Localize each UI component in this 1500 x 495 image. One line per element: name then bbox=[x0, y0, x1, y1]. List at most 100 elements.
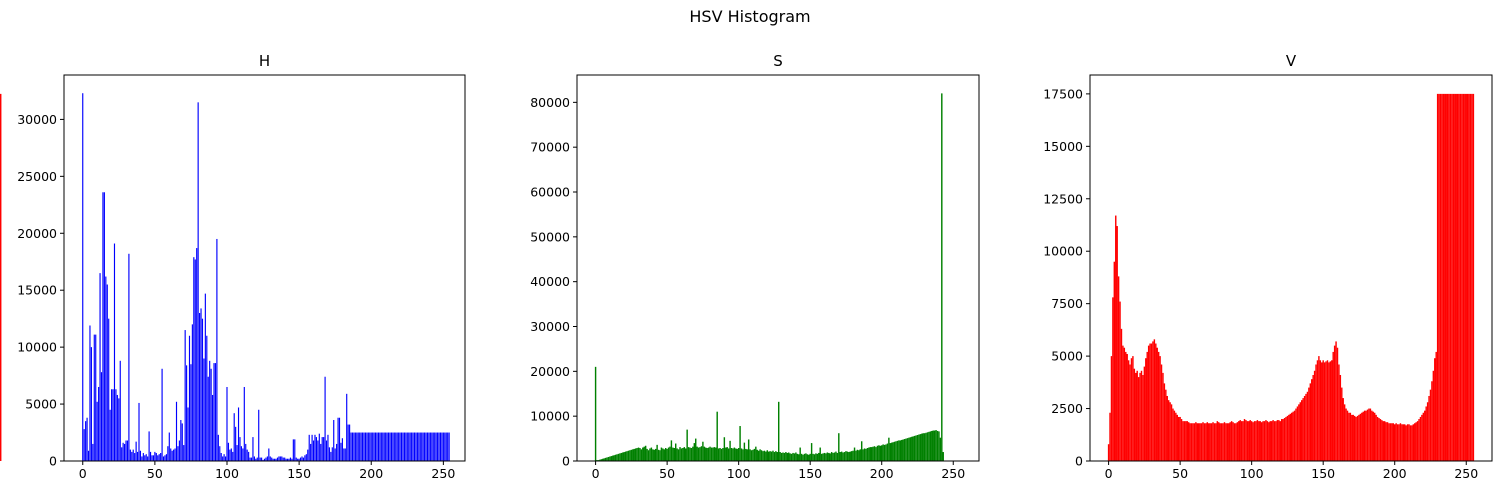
bar bbox=[652, 449, 654, 461]
bar bbox=[274, 458, 276, 461]
x-tick-label: 250 bbox=[1454, 466, 1478, 481]
bar bbox=[359, 432, 361, 461]
bar bbox=[1311, 379, 1313, 461]
bar bbox=[1418, 419, 1420, 461]
bar bbox=[697, 447, 700, 461]
bar bbox=[855, 450, 857, 461]
x-tick-label: 0 bbox=[1105, 466, 1113, 481]
bar bbox=[829, 453, 831, 461]
bar bbox=[1358, 414, 1360, 461]
bar bbox=[408, 432, 410, 461]
y-tick-label: 0 bbox=[1075, 454, 1083, 469]
bar bbox=[435, 432, 437, 461]
bar bbox=[272, 458, 274, 461]
bar bbox=[850, 451, 853, 461]
bar bbox=[616, 454, 618, 461]
bar bbox=[441, 432, 443, 461]
bar bbox=[1289, 413, 1291, 461]
bar bbox=[746, 449, 748, 461]
x-tick-label: 200 bbox=[359, 466, 383, 481]
bar bbox=[1223, 422, 1226, 461]
bar bbox=[653, 449, 655, 461]
bar bbox=[402, 432, 404, 461]
bar bbox=[1279, 421, 1281, 461]
bar bbox=[1232, 422, 1234, 461]
bar bbox=[926, 432, 929, 461]
bar bbox=[164, 455, 166, 461]
bar bbox=[1303, 395, 1306, 461]
bar bbox=[1365, 410, 1367, 461]
bar bbox=[1323, 362, 1326, 461]
bar bbox=[207, 376, 209, 461]
bar bbox=[1383, 421, 1386, 461]
bar bbox=[1218, 422, 1220, 461]
bar bbox=[812, 453, 814, 461]
bar bbox=[1405, 425, 1407, 461]
bar bbox=[1117, 276, 1120, 461]
bar bbox=[767, 451, 770, 461]
bar bbox=[1325, 361, 1327, 461]
bar bbox=[1343, 404, 1346, 461]
bar bbox=[620, 452, 623, 461]
bar bbox=[675, 443, 677, 461]
bar bbox=[733, 447, 736, 461]
panel-s: 0 50 100 150 200 250 0 10000 20000 30000 40000 5000… bbox=[530, 52, 980, 481]
bar bbox=[856, 449, 859, 461]
x-tick-label: 150 bbox=[287, 466, 311, 481]
bar bbox=[1275, 421, 1277, 461]
bar bbox=[1349, 412, 1352, 461]
bar bbox=[1186, 421, 1188, 461]
bar bbox=[1342, 398, 1344, 461]
bar bbox=[377, 432, 380, 461]
bar bbox=[1248, 421, 1250, 461]
bar bbox=[376, 432, 378, 461]
bar bbox=[255, 458, 257, 461]
bar bbox=[390, 432, 393, 461]
bar bbox=[1341, 387, 1343, 461]
bar bbox=[1286, 415, 1289, 461]
bar bbox=[386, 432, 388, 461]
y-tick-label: 25000 bbox=[17, 169, 57, 184]
bar bbox=[913, 435, 916, 461]
y-tick-label: 12500 bbox=[1043, 191, 1083, 206]
bar bbox=[109, 409, 111, 461]
bar bbox=[715, 447, 717, 461]
bar bbox=[211, 394, 214, 461]
bar bbox=[155, 453, 157, 461]
bar bbox=[632, 449, 634, 461]
bar bbox=[762, 451, 764, 461]
bar bbox=[1192, 423, 1194, 461]
bar bbox=[1293, 410, 1296, 461]
bar bbox=[194, 259, 196, 461]
bar bbox=[151, 455, 153, 461]
bar bbox=[1451, 93, 1453, 461]
bar bbox=[287, 458, 289, 461]
bar bbox=[393, 432, 395, 461]
bar bbox=[1401, 424, 1403, 461]
bar bbox=[773, 452, 776, 461]
bar bbox=[1177, 416, 1180, 461]
bar bbox=[686, 429, 688, 461]
bar bbox=[1109, 412, 1111, 461]
bar bbox=[1351, 414, 1353, 461]
bar bbox=[1439, 93, 1442, 461]
bar bbox=[1434, 358, 1436, 461]
bar bbox=[594, 366, 597, 461]
bar bbox=[439, 432, 442, 461]
bar bbox=[209, 360, 211, 461]
bar bbox=[165, 454, 167, 461]
bar bbox=[1209, 423, 1211, 461]
x-tick-label: 0 bbox=[79, 466, 87, 481]
bar bbox=[126, 440, 129, 461]
bar bbox=[1137, 377, 1140, 461]
bar bbox=[1402, 424, 1405, 461]
bar bbox=[1378, 417, 1380, 461]
bar bbox=[852, 450, 854, 461]
y-tick-label: 10000 bbox=[17, 340, 57, 355]
bar bbox=[281, 456, 283, 461]
bar bbox=[1165, 389, 1167, 461]
bar bbox=[248, 451, 250, 461]
bar bbox=[1448, 93, 1450, 461]
bar bbox=[220, 453, 222, 461]
bar bbox=[815, 453, 817, 461]
